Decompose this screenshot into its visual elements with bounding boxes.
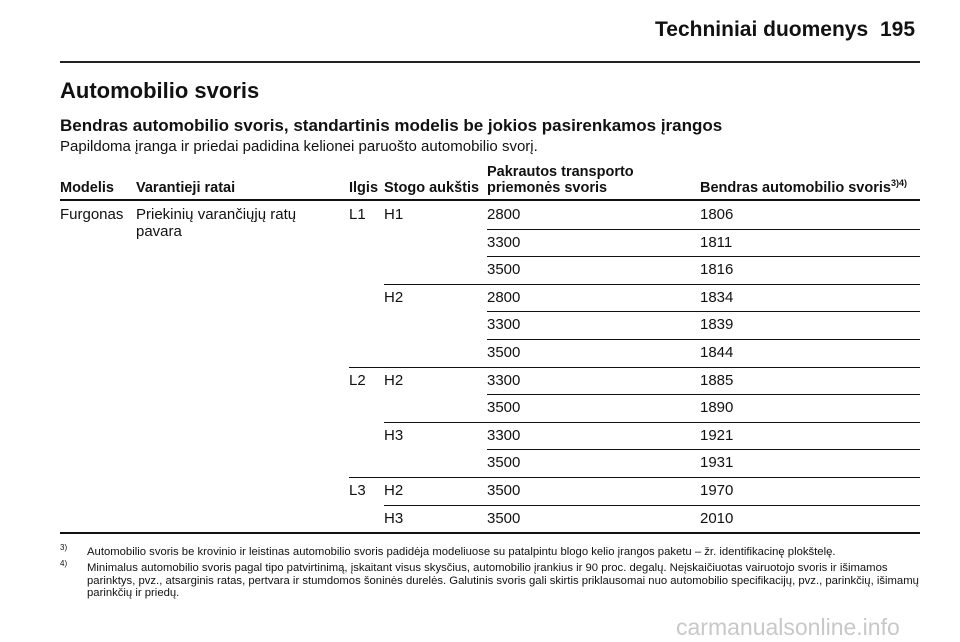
cell-total: 1816 <box>700 261 734 279</box>
footnote-mark: 4) <box>60 559 68 568</box>
row-rule <box>349 366 920 368</box>
row-rule <box>384 421 920 423</box>
footnote-mark: 3) <box>60 543 68 552</box>
cell-roof: H1 <box>384 206 404 223</box>
cell-total: 2010 <box>700 509 734 527</box>
cell-payload: 3300 <box>487 371 521 389</box>
column-header: Modelis <box>60 180 130 196</box>
cell-total: 1806 <box>700 206 734 223</box>
row-rule <box>384 504 920 506</box>
cell-payload: 3500 <box>487 509 521 527</box>
section-title: Automobilio svoris <box>60 78 260 103</box>
section-subtitle: Bendras automobilio svoris, standartinis… <box>60 116 723 135</box>
cell-payload: 2800 <box>487 288 521 306</box>
header-title: Techniniai duomenys <box>655 18 869 41</box>
cell-roof: H2 <box>384 482 404 499</box>
row-rule <box>349 477 920 478</box>
cell-total: 1844 <box>700 344 734 361</box>
cell-total: 1885 <box>700 371 734 389</box>
column-header-text: Bendras automobilio svoris <box>700 180 891 196</box>
cell-roof: H3 <box>384 426 404 444</box>
column-header: Bendras automobilio svoris3)4) <box>700 175 930 196</box>
row-rule <box>487 228 920 230</box>
column-header-text: Pakrautos transporto priemonės svoris <box>487 164 634 196</box>
header-rule <box>60 61 920 63</box>
column-header: Pakrautos transporto priemonės svoris <box>487 164 687 196</box>
cell-total: 1890 <box>700 399 734 417</box>
cell-total: 1839 <box>700 316 734 334</box>
row-rule <box>487 339 920 340</box>
column-header-text: Ilgis <box>349 180 379 196</box>
row-rule <box>60 532 920 535</box>
cell-total: 1921 <box>700 426 734 444</box>
cell-length: L3 <box>349 482 366 499</box>
column-header-text: Stogo aukštis <box>384 180 480 196</box>
column-header-text: Varantieji ratai <box>136 180 236 196</box>
footnote-text: Automobilio svoris be krovinio ir leisti… <box>87 546 836 558</box>
column-header: Ilgis <box>349 180 379 196</box>
cell-roof: H3 <box>384 509 404 527</box>
row-rule <box>487 256 920 258</box>
cell-roof: H2 <box>384 371 404 389</box>
column-header: Varantieji ratai <box>136 180 326 196</box>
section-note: Papildoma įranga ir priedai padidina kel… <box>60 138 538 155</box>
page-number: 195 <box>880 18 916 41</box>
cell-payload: 2800 <box>487 206 521 223</box>
row-rule <box>384 283 920 285</box>
cell-length: L1 <box>349 206 366 223</box>
cell-payload: 3500 <box>487 344 521 361</box>
cell-total: 1931 <box>700 454 734 472</box>
cell-length: L2 <box>349 371 366 389</box>
row-rule <box>487 311 920 313</box>
footnote-ref: 3)4) <box>890 178 907 189</box>
column-header-text: Modelis <box>60 180 114 196</box>
cell-drive: Priekinių varančiųjų ratų pavara <box>136 206 297 240</box>
cell-payload: 3500 <box>487 399 521 417</box>
footnote-text: Minimalus automobilio svoris pagal tipo … <box>87 562 919 599</box>
watermark: carmanualsonline.info <box>676 614 900 640</box>
cell-payload: 3300 <box>487 426 521 444</box>
cell-payload: 3300 <box>487 316 521 334</box>
cell-payload: 3500 <box>487 482 521 499</box>
cell-model: Furgonas <box>60 206 124 223</box>
row-rule <box>487 449 920 451</box>
row-rule <box>487 394 920 396</box>
cell-total: 1811 <box>700 233 733 251</box>
header-rule <box>60 199 920 201</box>
cell-total: 1970 <box>700 482 734 499</box>
cell-payload: 3500 <box>487 261 521 279</box>
cell-payload: 3500 <box>487 454 521 472</box>
cell-payload: 3300 <box>487 233 521 251</box>
cell-total: 1834 <box>700 288 734 306</box>
column-header: Stogo aukštis <box>384 180 484 196</box>
cell-roof: H2 <box>384 288 404 306</box>
